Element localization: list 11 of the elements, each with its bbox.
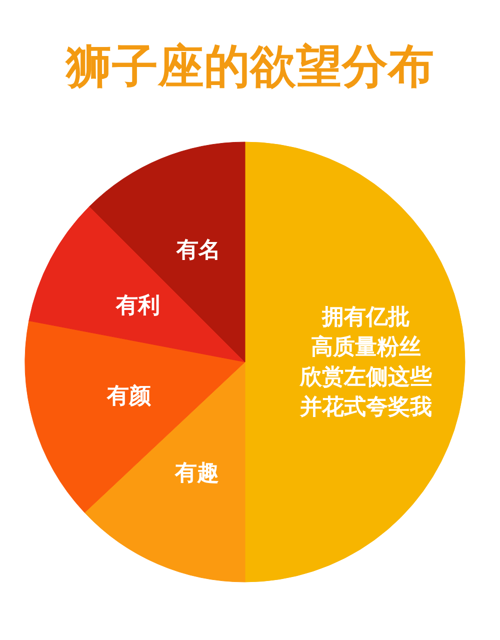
pie-slice [28, 206, 246, 362]
slice-label: 有利 [115, 292, 160, 318]
slice-label: 有名 [176, 238, 221, 263]
slice-label: 有趣 [174, 460, 219, 486]
pie-slice [84, 362, 246, 582]
pie-slice [89, 142, 246, 362]
slice-label: 拥有亿批高质量粉丝欣赏左侧这些并花式夸奖我 [299, 304, 432, 420]
chart-title: 狮子座的欲望分布 [65, 39, 434, 93]
slice-label: 有颜 [106, 382, 152, 408]
pie-slice [244, 142, 465, 582]
pie-slice [24, 320, 246, 513]
